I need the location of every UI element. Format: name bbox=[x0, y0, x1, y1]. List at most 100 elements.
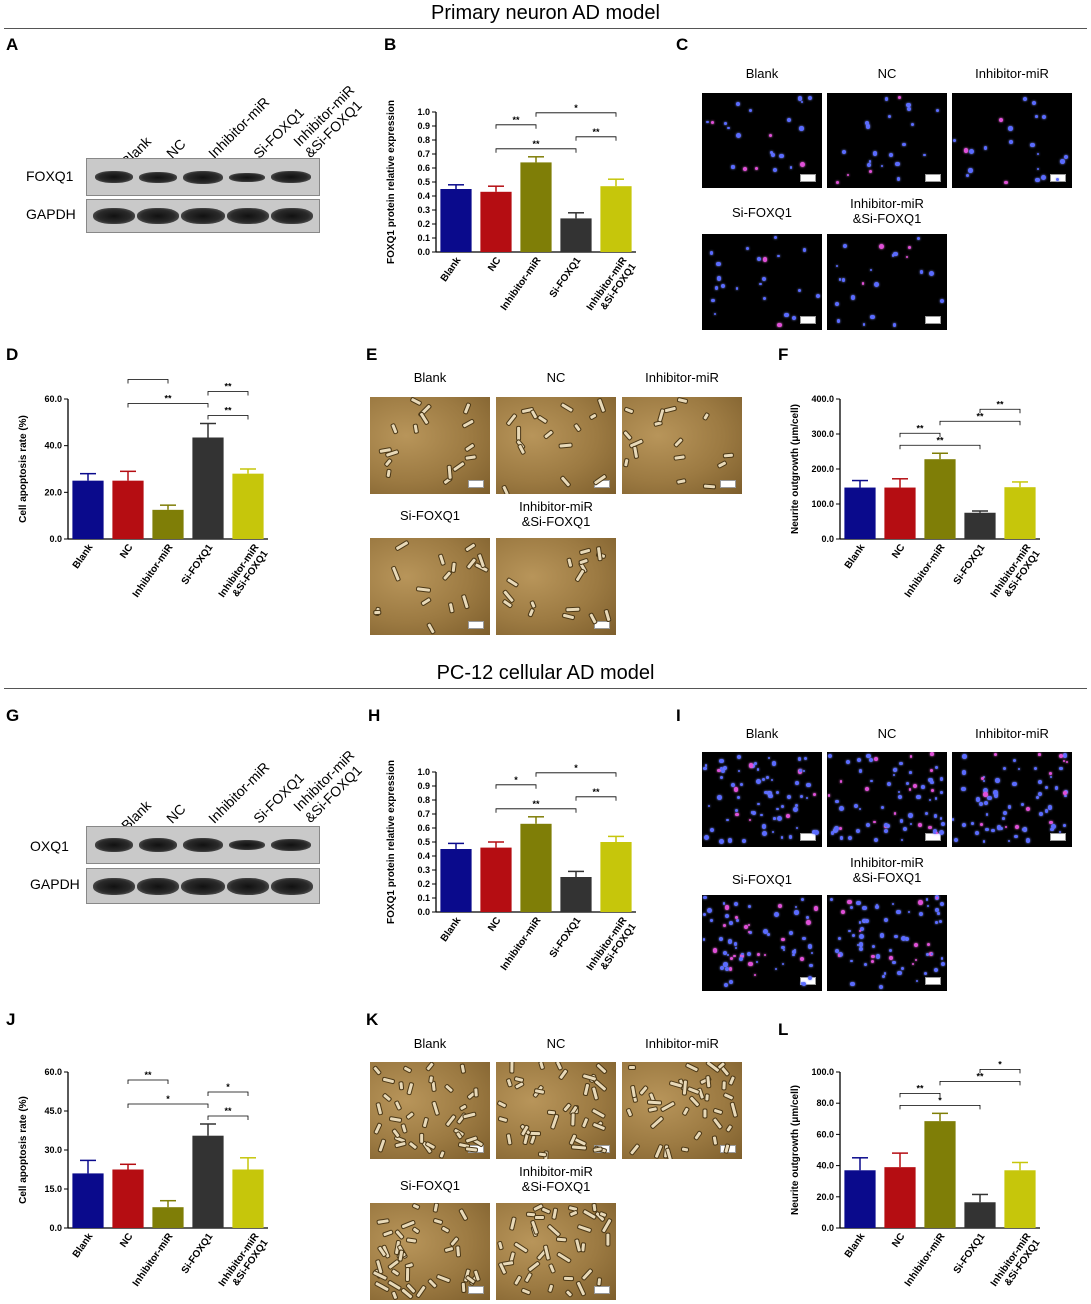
significance-bracket bbox=[899, 444, 981, 450]
significance-label: ** bbox=[164, 394, 172, 404]
bar bbox=[192, 437, 224, 539]
bar bbox=[72, 480, 104, 539]
x-tick-label: Blank bbox=[439, 915, 464, 944]
significance-label: ** bbox=[224, 382, 232, 392]
x-tick-label: NC bbox=[118, 542, 135, 560]
y-tick-label: 0.8 bbox=[417, 135, 430, 145]
panel-label-e: E bbox=[366, 345, 378, 364]
x-tick-label-line: NC bbox=[890, 1231, 907, 1249]
x-tick-label-line: Blank bbox=[843, 1231, 868, 1260]
y-tick-label: 0.0 bbox=[417, 907, 430, 917]
section-title-pc12: PC-12 cellular AD model bbox=[436, 662, 655, 684]
y-tick-label: 0.9 bbox=[417, 781, 430, 791]
significance-label: ** bbox=[224, 406, 232, 416]
y-tick-label: 60.0 bbox=[816, 1129, 834, 1139]
x-tick-label-line: Si-FOXQ1 bbox=[180, 542, 216, 587]
bar bbox=[964, 1202, 996, 1228]
bar bbox=[232, 473, 264, 539]
bar bbox=[152, 1207, 184, 1228]
bar bbox=[440, 189, 472, 252]
significance-bracket bbox=[127, 403, 209, 408]
panel-label-l: L bbox=[778, 1020, 789, 1039]
y-tick-label: 60.0 bbox=[44, 394, 62, 404]
wb-g-row-foxq1: OXQ1 bbox=[30, 838, 69, 854]
fluor-image bbox=[702, 752, 822, 847]
y-tick-label: 400.0 bbox=[811, 394, 834, 404]
significance-label: ** bbox=[512, 115, 520, 125]
y-tick-label: 1.0 bbox=[417, 767, 430, 777]
y-tick-label: 15.0 bbox=[44, 1184, 62, 1194]
significance-label: ** bbox=[144, 1070, 152, 1080]
x-tick-label: Inhibitor-miR&Si-FOXQ1 bbox=[217, 1231, 271, 1295]
bar bbox=[600, 186, 632, 252]
x-tick-label: NC bbox=[890, 542, 907, 560]
bar bbox=[884, 487, 916, 539]
bar-chart-h: 0.0 0.1 0.2 0.3 0.4 0.5 0.6 0.7 0.8 0.9 1.0 FOXQ1 p… bbox=[386, 760, 639, 973]
y-tick-label: 0.0 bbox=[821, 534, 834, 544]
brightfield-image bbox=[370, 1062, 490, 1159]
panel-label-b: B bbox=[384, 35, 397, 54]
y-tick-label: 0.5 bbox=[417, 177, 430, 187]
significance-bracket bbox=[495, 808, 577, 813]
bar bbox=[520, 162, 552, 252]
micro-i-label: Inhibitor-miR bbox=[975, 726, 1049, 741]
micro-k-label: NC bbox=[546, 1036, 566, 1051]
y-axis-label: FOXQ1 protein relative expression bbox=[386, 760, 397, 924]
y-axis-label: FOXQ1 protein relative expression bbox=[386, 100, 397, 264]
panel-label-c: C bbox=[676, 35, 689, 54]
bar bbox=[884, 1167, 916, 1228]
significance-label: * bbox=[514, 775, 518, 785]
y-tick-label: 0.0 bbox=[49, 534, 62, 544]
significance-label: ** bbox=[532, 799, 540, 809]
x-tick-label: Si-FOXQ1 bbox=[180, 542, 216, 587]
micro-i-label: Si-FOXQ1 bbox=[732, 872, 792, 887]
y-axis-label: Cell apoptosis rate (%) bbox=[18, 1096, 29, 1204]
significance-label: ** bbox=[592, 787, 600, 797]
significance-bracket bbox=[899, 1092, 941, 1098]
x-tick-label: NC bbox=[118, 1231, 135, 1249]
bar-chart-d: 0.0 20.0 40.0 60.0 Cell apoptosis rate (%) Bl… bbox=[18, 378, 271, 600]
bar bbox=[600, 842, 632, 912]
x-tick-label-line: Blank bbox=[439, 915, 464, 944]
significance-bracket bbox=[207, 1115, 249, 1120]
wb-g-lane-label: NC bbox=[163, 800, 189, 827]
panel-label-f: F bbox=[778, 345, 789, 364]
significance-label: * bbox=[998, 1059, 1002, 1069]
panel-label-k: K bbox=[366, 1010, 379, 1029]
x-tick-label: NC bbox=[486, 255, 503, 273]
bar-chart-j: 0.0 15.0 30.0 45.0 60.0 Cell apoptosis rate (… bbox=[18, 1067, 271, 1295]
y-tick-label: 0.2 bbox=[417, 879, 430, 889]
significance-bracket bbox=[495, 124, 537, 129]
x-tick-label-line: Inhibitor-miR bbox=[903, 1231, 948, 1289]
y-tick-label: 300.0 bbox=[811, 429, 834, 439]
fluor-image bbox=[827, 895, 947, 991]
significance-label: * bbox=[226, 1082, 230, 1092]
y-tick-label: 0.4 bbox=[417, 851, 430, 861]
x-tick-label-line: Inhibitor-miR bbox=[131, 542, 176, 600]
wb-a-row-gapdh: GAPDH bbox=[26, 206, 76, 222]
y-axis-label: Neurite outgrowth (μm/cell) bbox=[790, 1085, 801, 1215]
y-tick-label: 0.1 bbox=[417, 233, 430, 243]
wb-a-blot-gapdh bbox=[86, 199, 320, 233]
significance-label: ** bbox=[916, 1083, 924, 1093]
fluor-image bbox=[952, 752, 1072, 847]
significance-label: ** bbox=[916, 423, 924, 433]
x-tick-label-line: Si-FOXQ1 bbox=[180, 1231, 216, 1276]
significance-bracket bbox=[127, 1103, 209, 1108]
bar-chart-b: 0.0 0.1 0.2 0.3 0.4 0.5 0.6 0.7 0.8 0.9 1.0 FOXQ1 p… bbox=[386, 100, 639, 313]
bar bbox=[1004, 487, 1036, 539]
significance-label: ** bbox=[592, 127, 600, 137]
significance-bracket bbox=[979, 1068, 1021, 1074]
significance-label: * bbox=[938, 1095, 942, 1105]
micro-e-label: Inhibitor-miR bbox=[645, 370, 719, 385]
panel-label-i: I bbox=[676, 706, 681, 725]
panel-label-g: G bbox=[6, 706, 20, 725]
x-tick-label-line: Inhibitor-miR bbox=[499, 255, 544, 313]
panel-label-d: D bbox=[6, 345, 19, 364]
x-tick-label: Inhibitor-miR&Si-FOXQ1 bbox=[989, 1231, 1043, 1295]
micro-k-label: Inhibitor-miR bbox=[645, 1036, 719, 1051]
bar bbox=[844, 1170, 876, 1228]
micro-e-label: NC bbox=[546, 370, 566, 385]
bar bbox=[480, 191, 512, 252]
bar-chart-f: 0.0 100.0 200.0 300.0 400.0 Neurite outgrowth… bbox=[790, 394, 1043, 600]
